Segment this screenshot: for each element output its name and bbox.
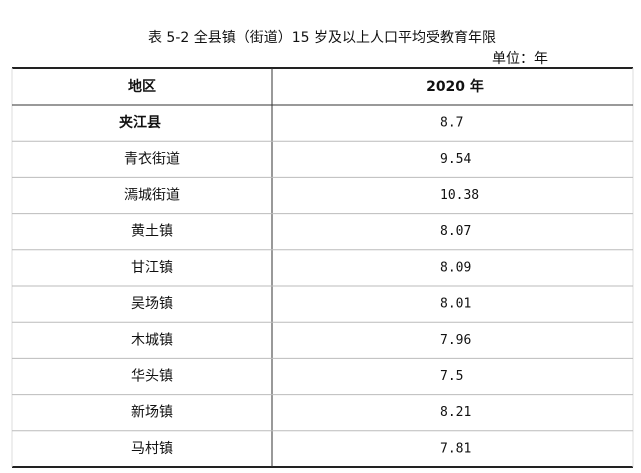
value-cell: 8.01 <box>440 297 471 312</box>
value-cell: 8.07 <box>440 224 471 239</box>
value-cell: 10.38 <box>440 188 479 203</box>
region-cell: 甘江镇 <box>131 260 173 276</box>
region-cell: 青衣街道 <box>124 151 180 167</box>
region-cell: 吴场镇 <box>131 296 173 312</box>
region-cell: 华头镇 <box>131 369 173 385</box>
region-cell: 新场镇 <box>131 405 173 421</box>
region-cell: 马村镇 <box>131 441 173 457</box>
value-cell: 8.21 <box>440 405 471 420</box>
value-cell: 7.5 <box>440 369 463 384</box>
value-cell: 8.09 <box>440 260 471 275</box>
region-cell: 漹城街道 <box>124 188 180 204</box>
table-title: 表 5-2 全县镇（街道）15 岁及以上人口平均受教育年限 <box>148 29 496 46</box>
value-cell: 7.81 <box>440 441 471 456</box>
region-cell: 木城镇 <box>131 332 173 348</box>
value-cell: 7.96 <box>440 333 471 348</box>
header-cell: 2020 年 <box>426 78 484 95</box>
region-cell: 夹江县 <box>119 114 161 131</box>
unit-label: 单位：年 <box>492 51 548 67</box>
value-cell: 8.7 <box>440 116 463 131</box>
region-cell: 黄土镇 <box>131 223 173 240</box>
header-cell: 地区 <box>128 78 156 95</box>
value-cell: 9.54 <box>440 152 471 167</box>
